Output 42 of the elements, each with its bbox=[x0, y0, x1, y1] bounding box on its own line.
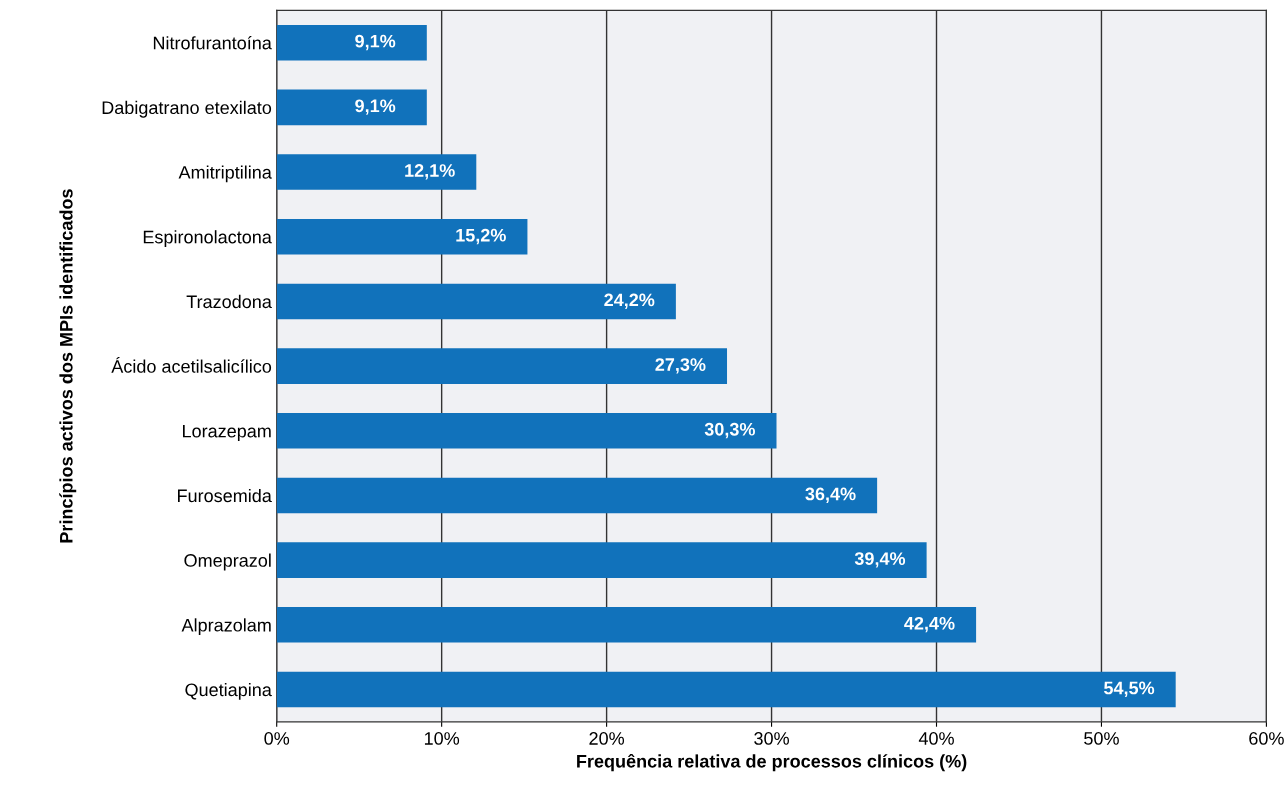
bar bbox=[276, 542, 927, 578]
y-tick-label: Ácido acetilsalicílico bbox=[111, 356, 272, 373]
y-tick-label: Dabigatrano etexilato bbox=[102, 100, 272, 118]
data-label: 39,4% bbox=[854, 552, 906, 568]
bar bbox=[276, 24, 427, 61]
x-tick-label: 30% bbox=[754, 732, 789, 745]
x-tick-label: 50% bbox=[1084, 732, 1119, 745]
y-tick-label: Espironolactona bbox=[143, 230, 272, 248]
y-tick-label: Nitrofurantoína bbox=[153, 35, 272, 50]
bar bbox=[276, 154, 477, 190]
y-tick-label: Trazodona bbox=[186, 294, 272, 309]
x-tick-label: 60% bbox=[1249, 732, 1284, 745]
y-tick-label: Amitriptilina bbox=[178, 165, 272, 183]
data-label: 9,1% bbox=[355, 99, 396, 115]
data-label: 24,2% bbox=[604, 293, 655, 309]
bar bbox=[276, 412, 777, 449]
data-label: 54,5% bbox=[1104, 681, 1155, 697]
bar bbox=[276, 348, 728, 384]
data-label: 36,4% bbox=[805, 487, 856, 503]
y-tick-label: Omeprazol bbox=[184, 553, 271, 571]
bar bbox=[276, 671, 1176, 708]
data-label: 42,4% bbox=[904, 616, 955, 633]
x-tick-label: 40% bbox=[918, 732, 954, 745]
x-tick-label: 10% bbox=[424, 732, 460, 745]
bar bbox=[276, 283, 676, 320]
y-tick-label: Lorazepam bbox=[183, 424, 271, 442]
y-axis-title: Princípios activos dos MPIs identificados bbox=[59, 189, 77, 543]
y-tick-label: Furosemida bbox=[178, 488, 272, 503]
data-label: 15,2% bbox=[456, 228, 506, 245]
bar bbox=[276, 89, 427, 126]
data-label: 12,1% bbox=[405, 164, 455, 180]
y-tick-label: Quetiapina bbox=[185, 682, 272, 700]
data-label: 9,1% bbox=[355, 34, 396, 51]
x-tick-label: 0% bbox=[264, 732, 290, 745]
data-label: 30,3% bbox=[704, 422, 755, 439]
x-tick-label: 20% bbox=[589, 732, 625, 745]
bar bbox=[276, 607, 977, 643]
y-tick-label: Alprazolam bbox=[181, 618, 271, 636]
bar bbox=[276, 218, 528, 255]
bar bbox=[276, 477, 878, 514]
data-label: 27,3% bbox=[655, 358, 706, 374]
x-axis-title: Frequência relativa de processos clínicos (%) bbox=[577, 753, 967, 772]
